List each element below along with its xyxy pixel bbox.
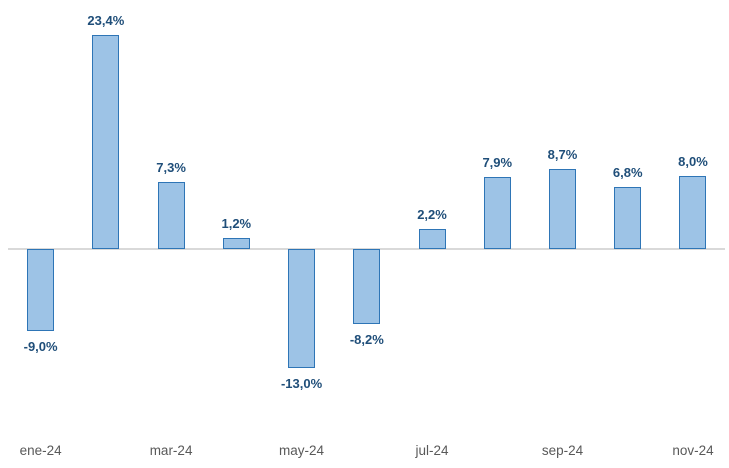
bar-jul-24 xyxy=(418,228,446,249)
bar-sep-24 xyxy=(549,169,576,249)
data-label-mar-24: 7,3% xyxy=(156,160,186,176)
data-label-abr-24: 1,2% xyxy=(221,216,252,232)
bar-nov-24 xyxy=(679,175,707,249)
bar-abr-24 xyxy=(222,238,250,249)
x-tick-label-mar-24: mar-24 xyxy=(149,443,193,458)
bar-mar-24 xyxy=(157,182,185,249)
bar-may-24 xyxy=(288,249,316,368)
data-label-ene-24: -9,0% xyxy=(23,339,58,355)
bar-oct-24 xyxy=(614,186,642,249)
x-tick-label-may-24: may-24 xyxy=(279,443,325,458)
data-label-may-24: -13,0% xyxy=(280,375,323,391)
data-label-oct-24: 6,8% xyxy=(612,164,643,180)
data-label-jul-24: 2,2% xyxy=(417,206,447,222)
bar-ene-24 xyxy=(27,249,55,332)
data-label-ago-24: 7,9% xyxy=(482,154,513,170)
data-label-nov-24: 8,0% xyxy=(678,153,708,169)
x-tick-label-ene-24: ene-24 xyxy=(19,443,62,458)
bar-feb-24 xyxy=(92,34,120,249)
x-tick-label-sep-24: sep-24 xyxy=(541,443,584,458)
x-tick-label-jul-24: jul-24 xyxy=(415,443,449,458)
x-tick-label-nov-24: nov-24 xyxy=(672,443,714,458)
data-label-jun-24: -8,2% xyxy=(349,332,384,348)
bar-ago-24 xyxy=(483,176,511,249)
bar-jun-24 xyxy=(353,249,381,325)
data-label-sep-24: 8,7% xyxy=(547,147,578,163)
data-label-feb-24: 23,4% xyxy=(87,12,125,28)
